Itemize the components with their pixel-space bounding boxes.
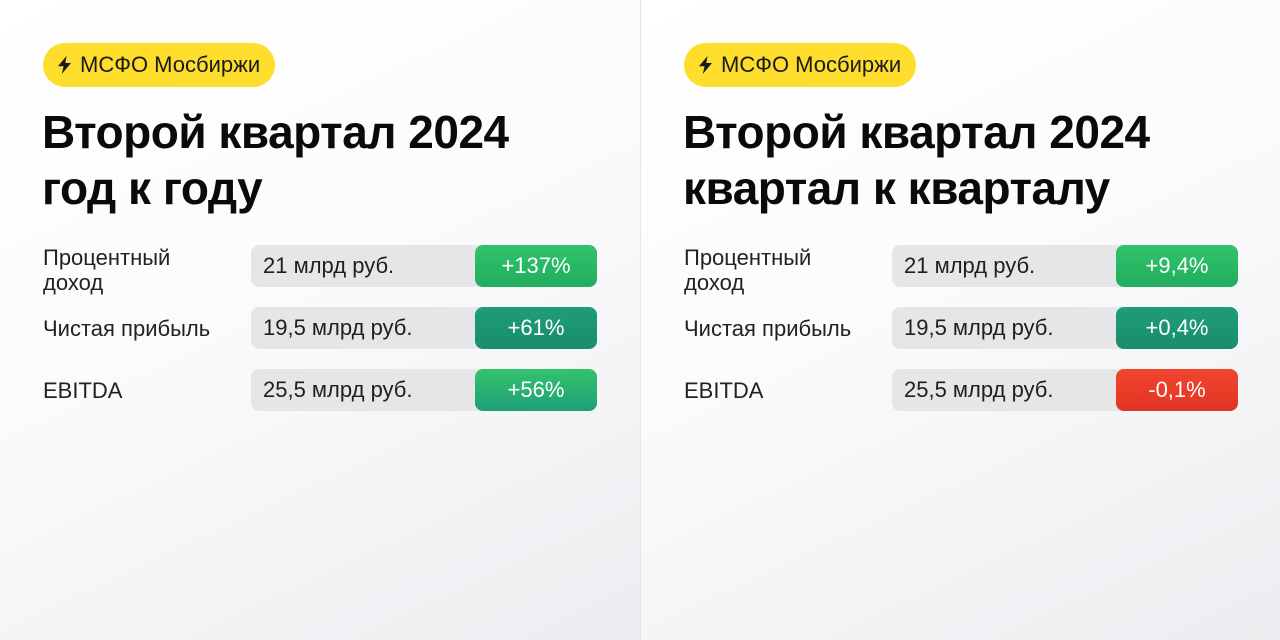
title-line-1: Второй квартал 2024	[683, 106, 1150, 158]
tag-badge: МСФО Мосбиржи	[684, 43, 917, 87]
panel-quarter-over-quarter: МСФО Мосбиржи Второй квартал 2024 кварта…	[640, 0, 1280, 640]
metric-change-badge: +9,4%	[1116, 245, 1238, 287]
metric-change-badge: -0,1%	[1116, 369, 1238, 411]
metric-label: EBITDA	[684, 377, 764, 403]
metric-row-interest-income: Процентный доход 21 млрд руб. +137%	[0, 245, 640, 295]
metric-change-badge: +61%	[475, 307, 597, 349]
metric-label-line-1: Процентный	[684, 245, 812, 270]
metric-row-interest-income: Процентный доход 21 млрд руб. +9,4%	[641, 245, 1280, 295]
metric-label: EBITDA	[43, 377, 123, 403]
panel-year-over-year: МСФО Мосбиржи Второй квартал 2024 год к …	[0, 0, 640, 640]
title-line-2: год к году	[42, 162, 263, 214]
metric-label: Процентный доход	[684, 245, 884, 295]
metric-label-line-2: доход	[43, 270, 104, 295]
metric-row-ebitda: EBITDA 25,5 млрд руб. -0,1%	[641, 369, 1280, 411]
metric-label: Чистая прибыль	[43, 315, 211, 341]
page-title: Второй квартал 2024 год к году	[42, 104, 509, 216]
metric-label: Чистая прибыль	[684, 315, 852, 341]
tag-label: МСФО Мосбиржи	[80, 52, 261, 77]
lightning-bolt-icon	[58, 56, 71, 74]
metric-row-net-profit: Чистая прибыль 19,5 млрд руб. +61%	[0, 307, 640, 349]
title-line-2: квартал к кварталу	[683, 162, 1110, 214]
metric-label: Процентный доход	[43, 245, 243, 295]
metric-change-badge: +0,4%	[1116, 307, 1238, 349]
tag-badge: МСФО Мосбиржи	[43, 43, 276, 87]
title-line-1: Второй квартал 2024	[42, 106, 509, 158]
metric-row-net-profit: Чистая прибыль 19,5 млрд руб. +0,4%	[641, 307, 1280, 349]
metric-row-ebitda: EBITDA 25,5 млрд руб. +56%	[0, 369, 640, 411]
page-title: Второй квартал 2024 квартал к кварталу	[683, 104, 1150, 216]
lightning-bolt-icon	[699, 56, 712, 74]
tag-label: МСФО Мосбиржи	[721, 52, 902, 77]
metric-change-badge: +56%	[475, 369, 597, 411]
metric-label-line-2: доход	[684, 270, 745, 295]
metric-change-badge: +137%	[475, 245, 597, 287]
metric-label-line-1: Процентный	[43, 245, 171, 270]
